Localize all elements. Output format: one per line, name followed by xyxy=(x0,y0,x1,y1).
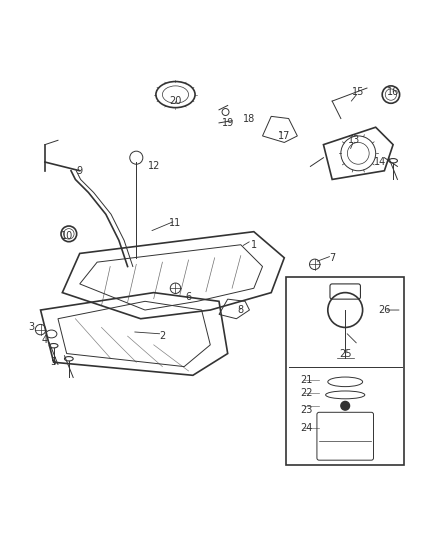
Text: 11: 11 xyxy=(170,218,182,228)
Text: 4: 4 xyxy=(42,335,48,345)
Text: 7: 7 xyxy=(329,253,335,263)
Circle shape xyxy=(341,401,350,410)
Text: 25: 25 xyxy=(339,349,351,359)
Text: 18: 18 xyxy=(244,114,256,124)
Text: 9: 9 xyxy=(77,166,83,176)
Text: 26: 26 xyxy=(378,305,391,315)
Text: 5: 5 xyxy=(50,357,57,367)
Text: 19: 19 xyxy=(222,118,234,128)
Text: 6: 6 xyxy=(185,292,191,302)
Text: 16: 16 xyxy=(387,87,399,98)
Text: 1: 1 xyxy=(251,240,257,250)
Text: 14: 14 xyxy=(374,157,386,167)
Text: 13: 13 xyxy=(348,135,360,146)
Text: 8: 8 xyxy=(238,305,244,315)
Text: 21: 21 xyxy=(300,375,312,385)
Text: 22: 22 xyxy=(300,387,312,398)
Text: 12: 12 xyxy=(148,161,160,172)
Text: 20: 20 xyxy=(170,96,182,106)
Text: 23: 23 xyxy=(300,405,312,415)
Text: 17: 17 xyxy=(278,131,290,141)
Text: 3: 3 xyxy=(29,322,35,333)
Text: 10: 10 xyxy=(60,231,73,241)
Text: 2: 2 xyxy=(159,331,166,341)
Text: 24: 24 xyxy=(300,423,312,433)
Text: 15: 15 xyxy=(352,87,364,98)
